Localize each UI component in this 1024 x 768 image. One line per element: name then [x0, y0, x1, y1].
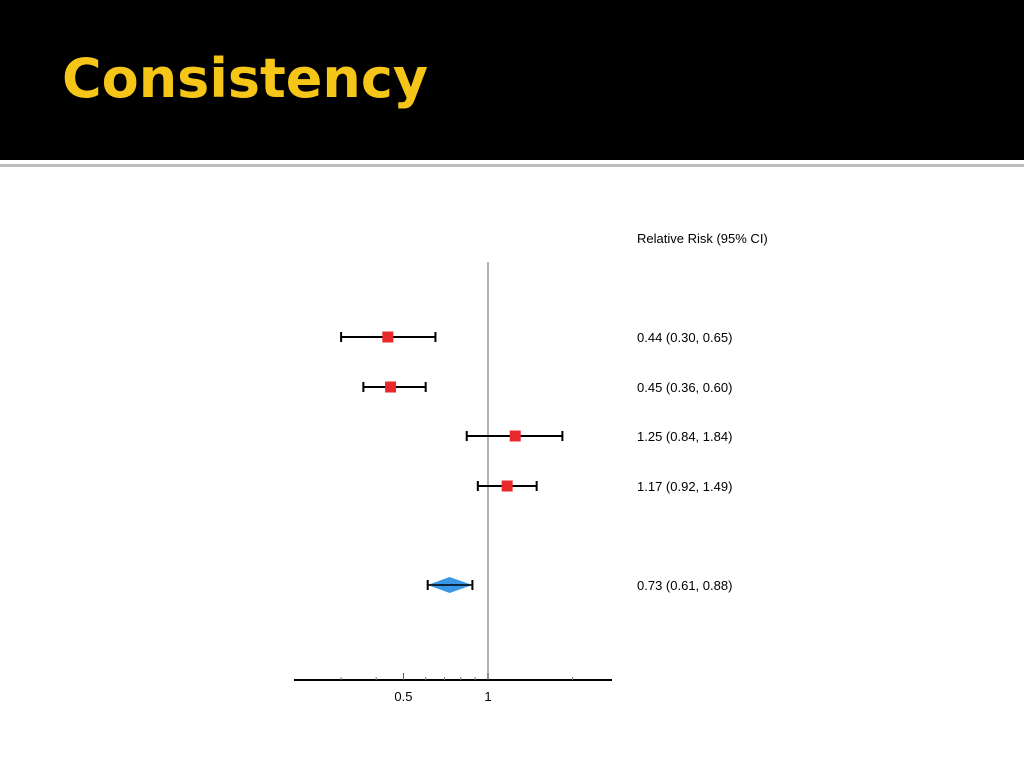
study-estimate-label: 1.17 (0.92, 1.49): [637, 479, 732, 494]
header-divider: [0, 160, 1024, 164]
study-point: [509, 430, 521, 442]
study-estimate-label: 0.44 (0.30, 0.65): [637, 330, 732, 345]
slide-title: Consistency: [62, 47, 429, 110]
header-divider-shadow: [0, 164, 1024, 167]
study-estimate-label: 0.45 (0.36, 0.60): [637, 380, 732, 395]
study-point: [501, 480, 513, 492]
x-tick-label: 1: [484, 689, 491, 704]
slide-header: [0, 0, 1024, 160]
column-header: Relative Risk (95% CI): [637, 231, 768, 246]
pooled-estimate-label: 0.73 (0.61, 0.88): [637, 578, 732, 593]
study-point: [382, 331, 394, 343]
study-point: [385, 381, 397, 393]
x-tick-label: 0.5: [394, 689, 412, 704]
study-estimate-label: 1.25 (0.84, 1.84): [637, 429, 732, 444]
